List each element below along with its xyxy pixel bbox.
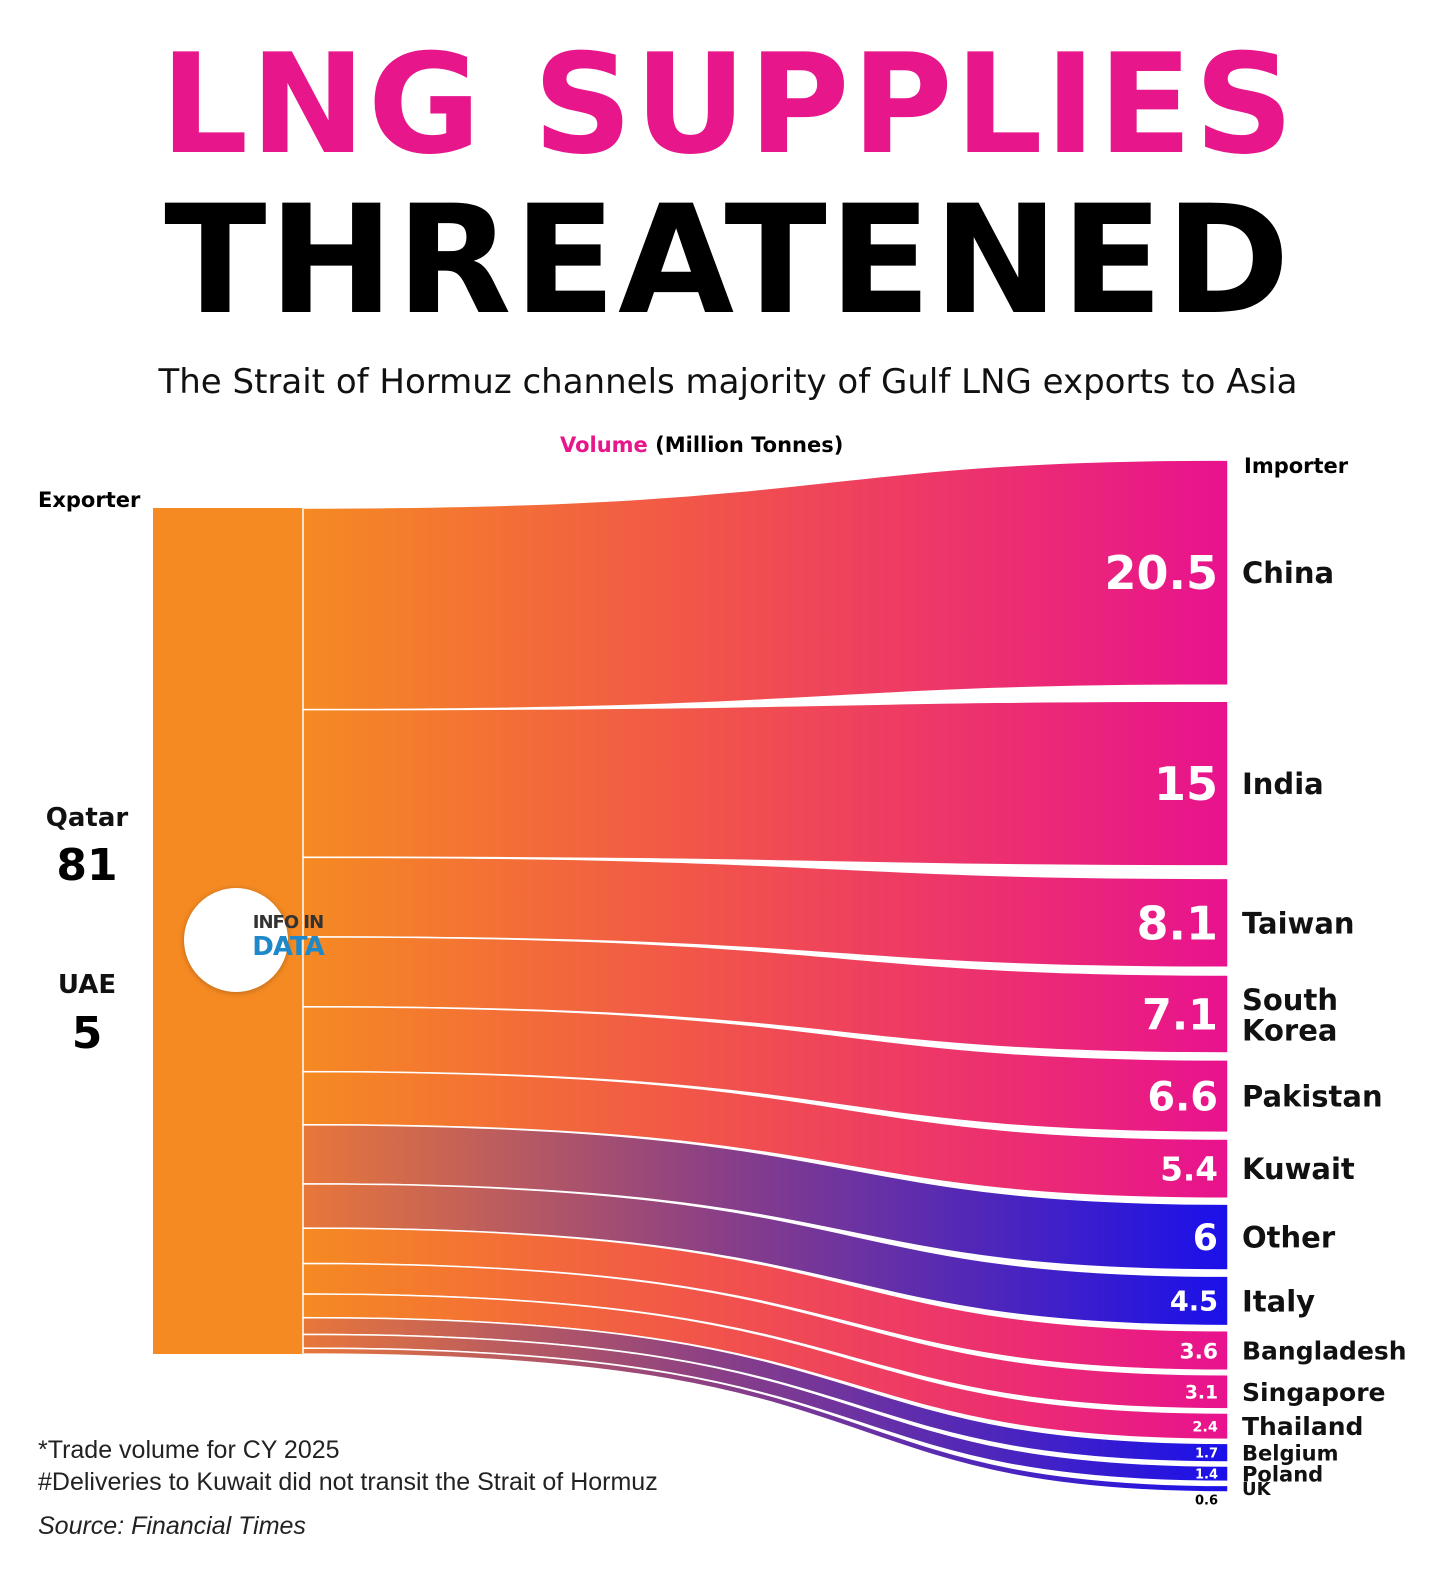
importer-name-poland: Poland [1242, 1462, 1323, 1486]
exporter-heading: Exporter [38, 488, 141, 512]
logo-line-1: INFO IN [252, 912, 324, 933]
value-label-poland: 1.4 [1195, 1467, 1218, 1482]
label-group: 20.5 China 15 India 8.1 Taiwan 7.1 South Korea 6.… [1105, 546, 1407, 1508]
title-line-2: THREATENED [164, 174, 1292, 348]
subtitle: The Strait of Hormuz channels majority o… [158, 362, 1298, 402]
flow-china [302, 459, 1229, 711]
flow-uk [302, 1347, 1229, 1493]
importer-name-uk: UK [1242, 1479, 1272, 1500]
value-label-singapore: 3.1 [1185, 1383, 1218, 1404]
importer-name-south-korea: South Korea [1242, 983, 1338, 1047]
importer-heading: Importer [1244, 454, 1349, 478]
info-in-data-logo: INFO IN DATA [184, 888, 325, 992]
importer-name-bangladesh: Bangladesh [1242, 1337, 1407, 1366]
footnote-kuwait: #Deliveries to Kuwait did not transit th… [38, 1468, 658, 1496]
importer-name-india: India [1242, 767, 1324, 801]
title-line-1: LNG SUPPLIES [160, 24, 1296, 185]
value-label-other: 6 [1193, 1216, 1218, 1259]
importer-name-other: Other [1242, 1220, 1336, 1254]
source-note: Source: Financial Times [38, 1512, 306, 1540]
flow-group [302, 459, 1229, 1493]
importer-name-italy: Italy [1242, 1284, 1315, 1318]
exporter-name-qatar: Qatar [45, 803, 129, 833]
exporter-value-uae: 5 [71, 1008, 103, 1059]
volume-label-accent: Volume [560, 433, 648, 457]
value-label-belgium: 1.7 [1195, 1446, 1218, 1461]
importer-name-thailand: Thailand [1242, 1412, 1363, 1441]
value-label-italy: 4.5 [1170, 1287, 1218, 1318]
value-label-south-korea: 7.1 [1142, 990, 1218, 1040]
exporter-value-qatar: 81 [56, 840, 118, 891]
flow-india [302, 700, 1229, 867]
value-label-bangladesh: 3.6 [1179, 1339, 1218, 1364]
importer-name-china: China [1242, 556, 1334, 590]
importer-name-singapore: Singapore [1242, 1378, 1386, 1407]
flow-other [302, 1124, 1229, 1271]
flow-south-korea [302, 936, 1229, 1054]
volume-label: Volume (Million Tonnes) [560, 433, 843, 457]
importer-name-pakistan: Pakistan [1242, 1080, 1383, 1114]
value-label-kuwait: 5.4 [1160, 1150, 1218, 1188]
importer-name-belgium: Belgium [1242, 1441, 1339, 1465]
flow-kuwait [302, 1070, 1229, 1200]
footnote-trade-volume: *Trade volume for CY 2025 [38, 1436, 340, 1464]
importer-name-kuwait: Kuwait [1242, 1152, 1355, 1186]
exporter-name-uae: UAE [57, 970, 117, 1000]
value-label-pakistan: 6.6 [1147, 1074, 1218, 1120]
flow-taiwan [302, 856, 1229, 969]
flow-pakistan [302, 1005, 1229, 1134]
value-label-india: 15 [1154, 757, 1218, 811]
value-label-taiwan: 8.1 [1137, 896, 1219, 950]
logo-line-2: DATA [252, 932, 325, 962]
value-label-uk: 0.6 [1195, 1493, 1218, 1508]
value-label-china: 20.5 [1105, 546, 1219, 600]
value-label-thailand: 2.4 [1192, 1419, 1218, 1435]
importer-name-taiwan: Taiwan [1242, 906, 1355, 940]
volume-label-units: (Million Tonnes) [647, 433, 844, 457]
